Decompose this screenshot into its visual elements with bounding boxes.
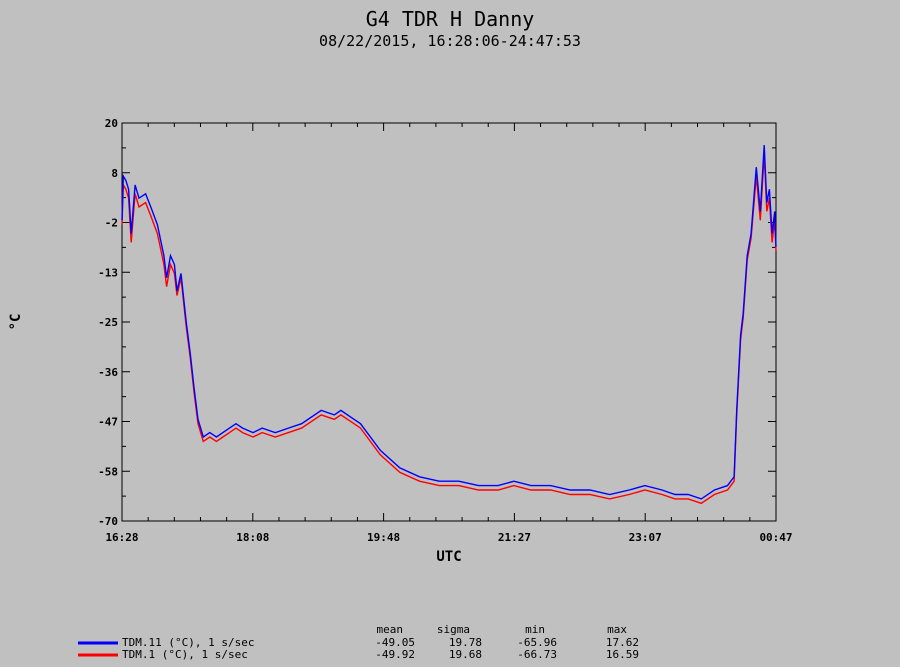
legend-stat-value: -49.05 bbox=[375, 636, 415, 649]
x-tick-label: 19:48 bbox=[367, 531, 400, 544]
stats-header: sigma bbox=[437, 623, 470, 636]
y-tick-label: -13 bbox=[98, 266, 118, 279]
x-tick-label: 21:27 bbox=[498, 531, 531, 544]
y-tick-label: -2 bbox=[105, 217, 118, 230]
y-tick-label: -25 bbox=[98, 316, 118, 329]
plot-frame bbox=[121, 122, 777, 522]
legend-label: TDM.1 (°C), 1 s/sec bbox=[122, 648, 248, 661]
legend-stat-value: -49.92 bbox=[375, 648, 415, 661]
series-lines bbox=[121, 145, 777, 505]
series-line bbox=[121, 145, 777, 500]
y-axis-label: °C bbox=[8, 314, 24, 331]
x-tick-labels: 16:28 18:08 19:48 21:27 23:07 00:47 bbox=[105, 531, 792, 544]
y-tick-labels: 20 8 -2 -13 -25 -36 -47 -58 -70 bbox=[98, 117, 118, 528]
chart-subtitle: 08/22/2015, 16:28:06-24:47:53 bbox=[319, 32, 581, 50]
stats-header: max bbox=[607, 623, 627, 636]
legend-stat-value: 16.59 bbox=[606, 648, 639, 661]
legend: mean sigma min max TDM.11 (°C), 1 s/sec -49.0… bbox=[78, 623, 639, 661]
legend-stat-value: 17.62 bbox=[606, 636, 639, 649]
x-axis-label: UTC bbox=[436, 549, 461, 565]
y-tick-label: -70 bbox=[98, 515, 118, 528]
y-tick-label: 8 bbox=[111, 167, 118, 180]
y-tick-label: -47 bbox=[98, 416, 118, 429]
axis-ticks bbox=[121, 122, 777, 522]
x-tick-label: 00:47 bbox=[759, 531, 792, 544]
stats-header: min bbox=[525, 623, 545, 636]
x-tick-label: 23:07 bbox=[629, 531, 662, 544]
stats-header: mean bbox=[377, 623, 404, 636]
y-tick-label: -36 bbox=[98, 366, 118, 379]
y-tick-label: -58 bbox=[98, 465, 118, 478]
chart-title: G4 TDR H Danny bbox=[366, 7, 535, 31]
legend-label: TDM.11 (°C), 1 s/sec bbox=[122, 636, 254, 649]
x-tick-label: 18:08 bbox=[236, 531, 269, 544]
y-tick-label: 20 bbox=[105, 117, 118, 130]
legend-stat-value: -65.96 bbox=[517, 636, 557, 649]
series-line bbox=[121, 153, 777, 505]
legend-stat-value: -66.73 bbox=[517, 648, 557, 661]
x-tick-label: 16:28 bbox=[105, 531, 138, 544]
legend-stat-value: 19.78 bbox=[449, 636, 482, 649]
legend-stat-value: 19.68 bbox=[449, 648, 482, 661]
